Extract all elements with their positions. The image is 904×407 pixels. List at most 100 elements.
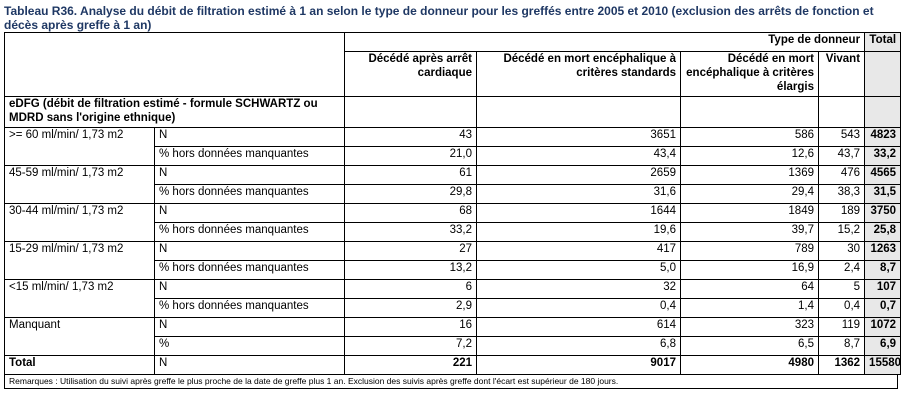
edfg-empty-1 (344, 96, 477, 128)
table-row: 30-44 ml/min/ 1,73 m2 N 68 1644 1849 189 3750 (4, 203, 902, 242)
value-cell: 43 (344, 127, 477, 147)
edfg-empty-3 (680, 96, 819, 128)
value-cell: 30 (817, 241, 866, 261)
value-cell: 16,9 (680, 260, 819, 280)
value-cell: 0,4 (476, 298, 681, 318)
header-total: Total (864, 32, 902, 52)
stat-label: N (154, 279, 345, 299)
total-cell: 33,2 (864, 146, 902, 166)
value-cell: 61 (344, 165, 477, 185)
value-cell: 6,8 (476, 336, 681, 356)
stat-label: % (154, 336, 345, 356)
stat-label: % hors données manquantes (154, 298, 345, 318)
value-cell: 31,6 (476, 184, 681, 204)
stat-label: N (154, 127, 345, 147)
value-cell: 543 (817, 127, 866, 147)
total-row-value: 221 (344, 355, 477, 375)
value-cell: 21,0 (344, 146, 477, 166)
table-row: % hors données manquantes 29,8 31,6 29,4 38,… (5, 184, 902, 204)
value-cell: 1,4 (680, 298, 819, 318)
grand-total-cell: 15580 (864, 355, 902, 375)
value-cell: 3651 (476, 127, 681, 147)
value-cell: 2,9 (344, 298, 477, 318)
value-cell: 1644 (476, 203, 681, 223)
table-body: >= 60 ml/min/ 1,73 m2 N 43 3651 586 543 4823% … (4, 127, 902, 375)
edfg-empty-2 (476, 96, 681, 128)
stat-label: N (154, 317, 345, 337)
value-cell: 189 (817, 203, 866, 223)
value-cell: 323 (680, 317, 819, 337)
value-cell: 64 (680, 279, 819, 299)
header-col-vivant: Vivant (817, 51, 866, 97)
value-cell: 12,6 (680, 146, 819, 166)
value-cell: 15,2 (817, 222, 866, 242)
total-cell: 8,7 (864, 260, 902, 280)
stat-label: % hors données manquantes (154, 184, 345, 204)
value-cell: 2659 (476, 165, 681, 185)
table-row: <15 ml/min/ 1,73 m2 N 6 32 64 5 107 (4, 279, 902, 318)
value-cell: 43,7 (817, 146, 866, 166)
table-row: 15-29 ml/min/ 1,73 m2 N 27 417 789 30 1263 (4, 241, 902, 280)
total-row-stat: N (154, 355, 345, 375)
stat-label: N (154, 165, 345, 185)
total-cell: 4565 (864, 165, 902, 185)
header-col-mort-standards: Décédé en mort encéphalique à critères s… (476, 51, 681, 97)
value-cell: 1849 (680, 203, 819, 223)
value-cell: 5,0 (476, 260, 681, 280)
value-cell: 32 (476, 279, 681, 299)
edfg-empty-4 (817, 96, 866, 128)
table-row: % 7,2 6,8 6,5 8,7 6,9 (5, 336, 902, 356)
stat-label: % hors données manquantes (154, 260, 345, 280)
value-cell: 0,4 (817, 298, 866, 318)
value-cell: 27 (344, 241, 477, 261)
value-cell: 13,2 (344, 260, 477, 280)
value-cell: 68 (344, 203, 477, 223)
results-table: Type de donneur Total Décédé après arrêt… (4, 32, 902, 375)
table-title: Tableau R36. Analyse du débit de filtrat… (4, 4, 874, 32)
total-row-value: 4980 (680, 355, 819, 375)
table-row: % hors données manquantes 2,9 0,4 1,4 0,4 0,7 (5, 298, 902, 318)
value-cell: 29,4 (680, 184, 819, 204)
value-cell: 417 (476, 241, 681, 261)
stat-label: % hors données manquantes (154, 146, 345, 166)
total-row-value: 9017 (476, 355, 681, 375)
value-cell: 19,6 (476, 222, 681, 242)
value-cell: 8,7 (817, 336, 866, 356)
header-col-mort-elargis: Décédé en mort encéphalique à critères é… (680, 51, 819, 97)
edfg-empty-total (864, 96, 902, 128)
value-cell: 33,2 (344, 222, 477, 242)
remarks-note: Remarques : Utilisation du suivi après g… (4, 375, 898, 389)
stat-label: N (154, 241, 345, 261)
group-label: <15 ml/min/ 1,73 m2 (4, 279, 155, 318)
value-cell: 476 (817, 165, 866, 185)
value-cell: 39,7 (680, 222, 819, 242)
edfg-header: eDFG (débit de filtration estimé - formu… (4, 96, 345, 128)
total-row: Total N 221 9017 4980 1362 15580 (4, 355, 902, 375)
total-cell: 3750 (864, 203, 902, 223)
total-cell: 1072 (864, 317, 902, 337)
group-label: 15-29 ml/min/ 1,73 m2 (4, 241, 155, 280)
stat-label: N (154, 203, 345, 223)
table-row: >= 60 ml/min/ 1,73 m2 N 43 3651 586 543 4823 (4, 127, 902, 166)
value-cell: 43,4 (476, 146, 681, 166)
value-cell: 6 (344, 279, 477, 299)
total-cell: 0,7 (864, 298, 902, 318)
header-row-columns: Décédé après arrêt cardiaque Décédé en m… (5, 51, 902, 97)
value-cell: 2,4 (817, 260, 866, 280)
total-cell: 31,5 (864, 184, 902, 204)
group-label: 45-59 ml/min/ 1,73 m2 (4, 165, 155, 204)
stat-label: % hors données manquantes (154, 222, 345, 242)
header-row-type: Type de donneur Total (4, 32, 902, 97)
group-label: >= 60 ml/min/ 1,73 m2 (4, 127, 155, 166)
value-cell: 614 (476, 317, 681, 337)
value-cell: 6,5 (680, 336, 819, 356)
value-cell: 38,3 (817, 184, 866, 204)
group-label: Manquant (4, 317, 155, 356)
group-label: 30-44 ml/min/ 1,73 m2 (4, 203, 155, 242)
value-cell: 16 (344, 317, 477, 337)
header-col-arret-cardiaque: Décédé après arrêt cardiaque (344, 51, 477, 97)
value-cell: 789 (680, 241, 819, 261)
edfg-header-row: eDFG (débit de filtration estimé - formu… (4, 96, 902, 128)
header-type-donneur: Type de donneur (343, 32, 866, 52)
value-cell: 7,2 (344, 336, 477, 356)
